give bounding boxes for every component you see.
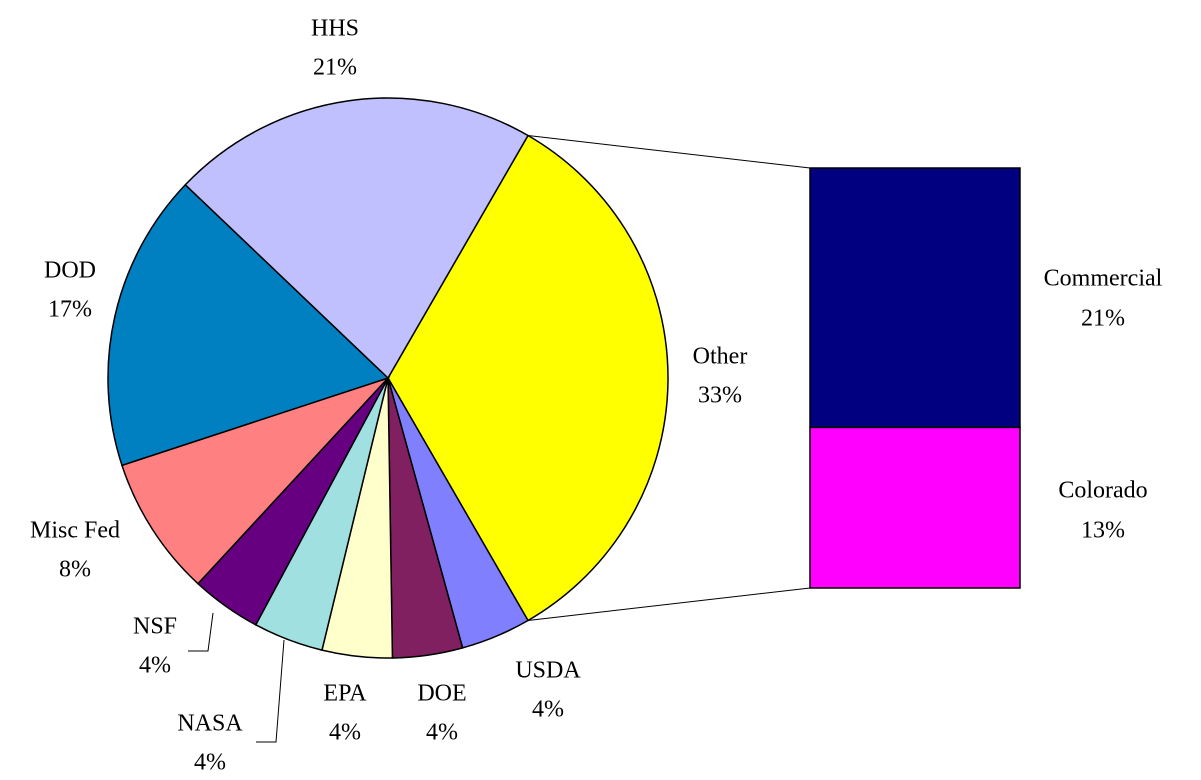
connector-line	[527, 135, 811, 169]
slice-label: HHS	[311, 16, 359, 42]
bar-segment	[809, 167, 1021, 429]
connector-line	[527, 587, 811, 621]
leader-line	[256, 639, 285, 743]
pie-slice	[387, 134, 669, 622]
bar-label: Colorado	[1058, 478, 1147, 504]
slice-value-label: 17%	[48, 297, 92, 323]
pie-slice	[121, 376, 391, 585]
slice-value-label: 33%	[698, 383, 742, 409]
pie-slice	[184, 97, 530, 380]
slice-label: NSF	[133, 614, 177, 640]
slice-value-label: 8%	[59, 557, 91, 583]
leader-line	[188, 612, 214, 652]
bar-value-label: 21%	[1081, 306, 1125, 332]
bar-segment	[809, 426, 1021, 589]
slice-value-label: 21%	[313, 55, 357, 81]
slice-label: Other	[693, 344, 748, 370]
pie-slice	[107, 183, 390, 467]
slice-value-label: 4%	[532, 697, 564, 723]
bar-value-label: 13%	[1081, 518, 1125, 544]
bar-label: Commercial	[1044, 266, 1163, 292]
slice-label: NASA	[177, 711, 243, 737]
slice-value-label: 4%	[329, 720, 361, 746]
slice-label: Misc Fed	[30, 518, 120, 544]
slice-label: DOD	[44, 258, 96, 284]
slice-label: USDA	[515, 658, 581, 684]
slice-value-label: 4%	[426, 720, 458, 746]
slice-value-label: 4%	[194, 750, 226, 776]
slice-value-label: 4%	[139, 653, 171, 679]
slice-label: EPA	[323, 681, 367, 707]
slice-label: DOE	[417, 681, 466, 707]
